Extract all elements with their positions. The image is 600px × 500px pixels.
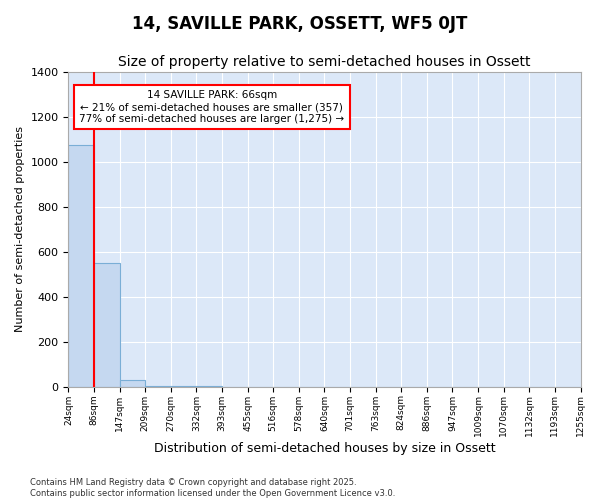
Bar [94,263,119,386]
Title: Size of property relative to semi-detached houses in Ossett: Size of property relative to semi-detach… [118,55,531,69]
Text: 14, SAVILLE PARK, OSSETT, WF5 0JT: 14, SAVILLE PARK, OSSETT, WF5 0JT [133,15,467,33]
Bar [68,144,94,386]
Text: Contains HM Land Registry data © Crown copyright and database right 2025.
Contai: Contains HM Land Registry data © Crown c… [30,478,395,498]
Bar [119,380,145,386]
X-axis label: Distribution of semi-detached houses by size in Ossett: Distribution of semi-detached houses by … [154,442,495,455]
Y-axis label: Number of semi-detached properties: Number of semi-detached properties [15,126,25,332]
Text: 14 SAVILLE PARK: 66sqm
← 21% of semi-detached houses are smaller (357)
77% of se: 14 SAVILLE PARK: 66sqm ← 21% of semi-det… [79,90,344,124]
